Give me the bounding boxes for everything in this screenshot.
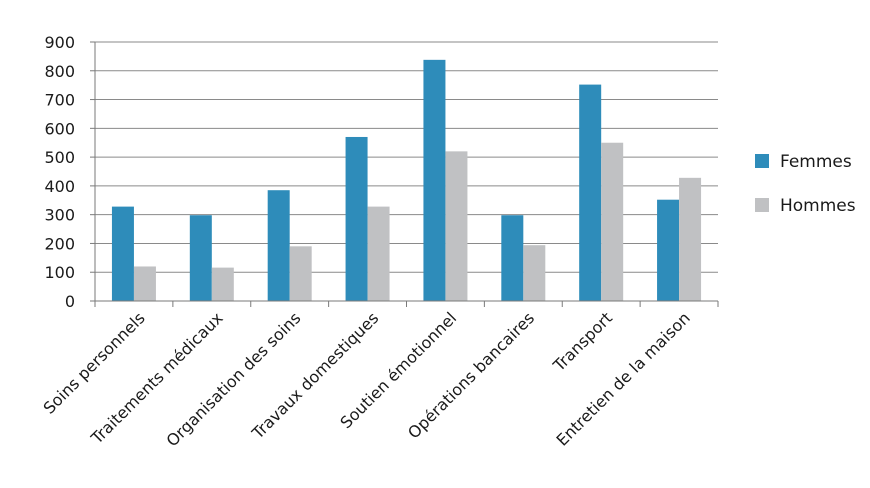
y-tick-label: 0 [65,292,75,311]
x-tick-label: Entretien de la maison [553,308,694,449]
x-tick-label: Opérations bancaires [404,308,538,442]
bar-femmes [267,190,290,301]
y-tick-label: 100 [44,263,75,282]
bar-hommes [445,151,468,301]
y-tick-label: 400 [44,177,75,196]
x-tick-label: Organisation des soins [163,308,305,450]
y-tick-label: 800 [44,62,75,81]
legend: Femmes Hommes [755,152,856,216]
bar-femmes [345,136,368,301]
legend-swatch-hommes [755,198,769,212]
bar-hommes [367,206,390,301]
bar-hommes [133,266,156,301]
bar-femmes [111,206,134,301]
x-tick-label: Traitements médicaux [87,308,227,448]
bar-femmes [579,84,602,301]
bar-femmes [423,59,446,301]
bar-hommes [211,267,234,301]
y-tick-label: 700 [44,91,75,110]
bar-femmes [501,215,524,301]
axes [90,41,719,307]
y-tick-label: 600 [44,119,75,138]
y-tick-labels: 0 100 200 300 400 500 600 700 800 900 [44,33,75,311]
y-tick-label: 500 [44,148,75,167]
bar-hommes [679,177,702,301]
y-tick-label: 200 [44,234,75,253]
bar-femmes [189,215,212,301]
x-tick-label: Travaux domestiques [248,308,383,443]
bar-hommes [601,142,624,301]
y-tick-label: 300 [44,206,75,225]
bar-femmes [657,199,680,301]
legend-label-hommes: Hommes [780,196,856,216]
x-tick-label: Transport [549,308,616,375]
gridlines [95,41,718,273]
bar-hommes [523,245,546,301]
legend-label-femmes: Femmes [780,152,852,172]
bars [111,59,702,301]
y-tick-label: 900 [44,33,75,52]
legend-swatch-femmes [755,154,769,168]
bar-hommes [289,246,312,301]
